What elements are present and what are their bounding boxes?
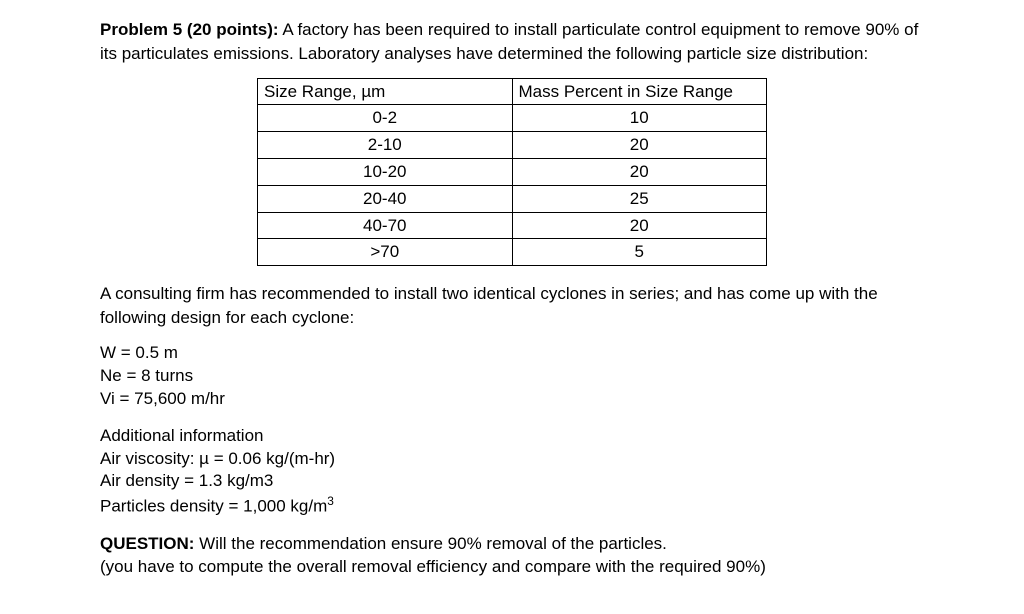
table-row: 40-70 20 — [258, 212, 767, 239]
table-row: 2-10 20 — [258, 132, 767, 159]
param-Vi: Vi = 75,600 m/hr — [100, 388, 924, 411]
problem-intro: Problem 5 (20 points): A factory has bee… — [100, 18, 924, 66]
param-Ne: Ne = 8 turns — [100, 365, 924, 388]
param-W: W = 0.5 m — [100, 342, 924, 365]
particles-density: Particles density = 1,000 kg/m3 — [100, 493, 924, 519]
table-cell: 20 — [512, 212, 767, 239]
particles-density-prefix: Particles density = 1,000 kg/m — [100, 497, 327, 516]
question-block: QUESTION: Will the recommendation ensure… — [100, 533, 924, 579]
table-cell: 10-20 — [258, 158, 513, 185]
question-label: QUESTION: — [100, 534, 194, 553]
question-line1: QUESTION: Will the recommendation ensure… — [100, 533, 924, 556]
table-row: 20-40 25 — [258, 185, 767, 212]
table-cell: 25 — [512, 185, 767, 212]
particles-density-exp: 3 — [327, 494, 334, 508]
question-text1: Will the recommendation ensure 90% remov… — [194, 534, 666, 553]
table-cell: 20 — [512, 132, 767, 159]
table-col-header-size: Size Range, µm — [258, 78, 513, 105]
air-density: Air density = 1.3 kg/m3 — [100, 470, 924, 493]
particle-size-table: Size Range, µm Mass Percent in Size Rang… — [257, 78, 767, 267]
problem-label: Problem 5 (20 points): — [100, 20, 279, 39]
table-cell: 10 — [512, 105, 767, 132]
table-cell: 40-70 — [258, 212, 513, 239]
air-viscosity: Air viscosity: µ = 0.06 kg/(m-hr) — [100, 448, 924, 471]
additional-info-heading: Additional information — [100, 425, 924, 448]
table-cell: 20 — [512, 158, 767, 185]
table-cell: >70 — [258, 239, 513, 266]
table-row: >70 5 — [258, 239, 767, 266]
design-params: W = 0.5 m Ne = 8 turns Vi = 75,600 m/hr — [100, 342, 924, 411]
table-cell: 0-2 — [258, 105, 513, 132]
table-cell: 5 — [512, 239, 767, 266]
table-cell: 20-40 — [258, 185, 513, 212]
table-cell: 2-10 — [258, 132, 513, 159]
document-page: Problem 5 (20 points): A factory has bee… — [0, 0, 1024, 614]
table-wrapper: Size Range, µm Mass Percent in Size Rang… — [100, 78, 924, 267]
table-header-row: Size Range, µm Mass Percent in Size Rang… — [258, 78, 767, 105]
after-table-text: A consulting firm has recommended to ins… — [100, 282, 924, 330]
additional-info: Additional information Air viscosity: µ … — [100, 425, 924, 519]
table-col-header-mass: Mass Percent in Size Range — [512, 78, 767, 105]
table-row: 10-20 20 — [258, 158, 767, 185]
table-row: 0-2 10 — [258, 105, 767, 132]
question-line2: (you have to compute the overall removal… — [100, 556, 924, 579]
